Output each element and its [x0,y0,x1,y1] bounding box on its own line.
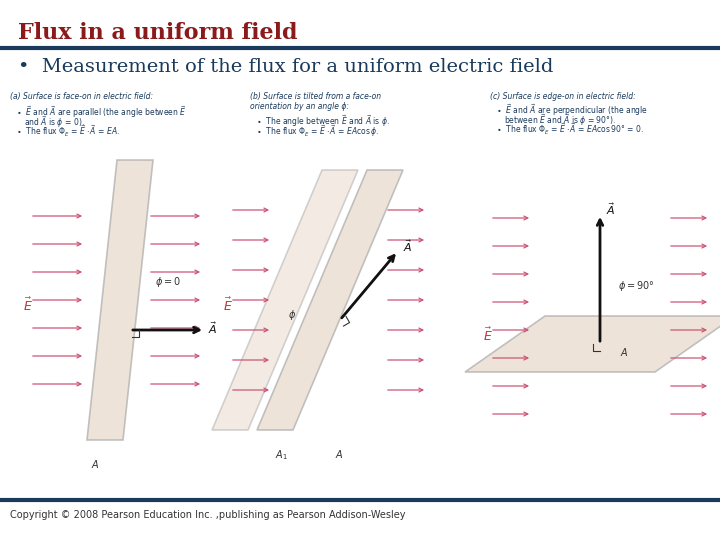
Text: $\phi = 90°$: $\phi = 90°$ [618,279,654,293]
Text: $\phi$: $\phi$ [288,308,296,322]
Text: $A_1$: $A_1$ [275,448,288,462]
Polygon shape [465,316,720,372]
Text: $\bullet$  The angle between $\vec{E}$ and $\vec{A}$ is $\phi$.: $\bullet$ The angle between $\vec{E}$ an… [256,113,390,129]
Text: $\bullet$  The flux $\Phi_E$ = $\vec{E}\cdot\vec{A}$ = $EA\cos\phi$.: $\bullet$ The flux $\Phi_E$ = $\vec{E}\c… [256,123,379,139]
Polygon shape [257,170,403,430]
Text: $A$: $A$ [335,448,343,460]
Text: •  Measurement of the flux for a uniform electric field: • Measurement of the flux for a uniform … [18,58,554,76]
Text: $A$: $A$ [91,458,99,470]
Text: between $\vec{E}$ and $\vec{A}$ is $\phi$ = 90°).: between $\vec{E}$ and $\vec{A}$ is $\phi… [504,112,616,128]
Text: $\bullet$  $\vec{E}$ and $\vec{A}$ are perpendicular (the angle: $\bullet$ $\vec{E}$ and $\vec{A}$ are pe… [496,102,648,118]
Text: $\vec{A}$: $\vec{A}$ [403,238,413,254]
Text: (b) Surface is tilted from a face-on: (b) Surface is tilted from a face-on [250,92,381,101]
Text: $\vec{A}$: $\vec{A}$ [208,320,217,336]
Text: $A$: $A$ [620,346,629,358]
Text: $\phi = 0$: $\phi = 0$ [155,275,181,289]
Polygon shape [87,160,153,440]
Text: (c) Surface is edge-on in electric field:: (c) Surface is edge-on in electric field… [490,92,636,101]
Text: $\vec{A}$: $\vec{A}$ [606,201,616,217]
Text: Copyright © 2008 Pearson Education Inc. ,publishing as Pearson Addison-Wesley: Copyright © 2008 Pearson Education Inc. … [10,510,405,520]
Text: Flux in a uniform field: Flux in a uniform field [18,22,297,44]
Text: $\vec{E}$: $\vec{E}$ [23,296,33,314]
Text: $\vec{E}$: $\vec{E}$ [483,326,493,343]
Text: and $\vec{A}$ is $\phi$ = 0).: and $\vec{A}$ is $\phi$ = 0). [24,114,85,130]
Text: orientation by an angle ϕ:: orientation by an angle ϕ: [250,102,349,111]
Text: (a) Surface is face-on in electric field:: (a) Surface is face-on in electric field… [10,92,153,101]
Text: $\bullet$  The flux $\Phi_E$ = $\vec{E}\cdot\vec{A}$ = $EA\cos 90°$ = 0.: $\bullet$ The flux $\Phi_E$ = $\vec{E}\c… [496,122,644,137]
Text: $\bullet$  The flux $\Phi_E$ = $\vec{E}\cdot\vec{A}$ = $EA$.: $\bullet$ The flux $\Phi_E$ = $\vec{E}\c… [16,124,120,139]
Polygon shape [212,170,358,430]
Text: $\bullet$  $\vec{E}$ and $\vec{A}$ are parallel (the angle between $\vec{E}$: $\bullet$ $\vec{E}$ and $\vec{A}$ are pa… [16,104,186,120]
Text: $\vec{E}$: $\vec{E}$ [223,296,233,314]
